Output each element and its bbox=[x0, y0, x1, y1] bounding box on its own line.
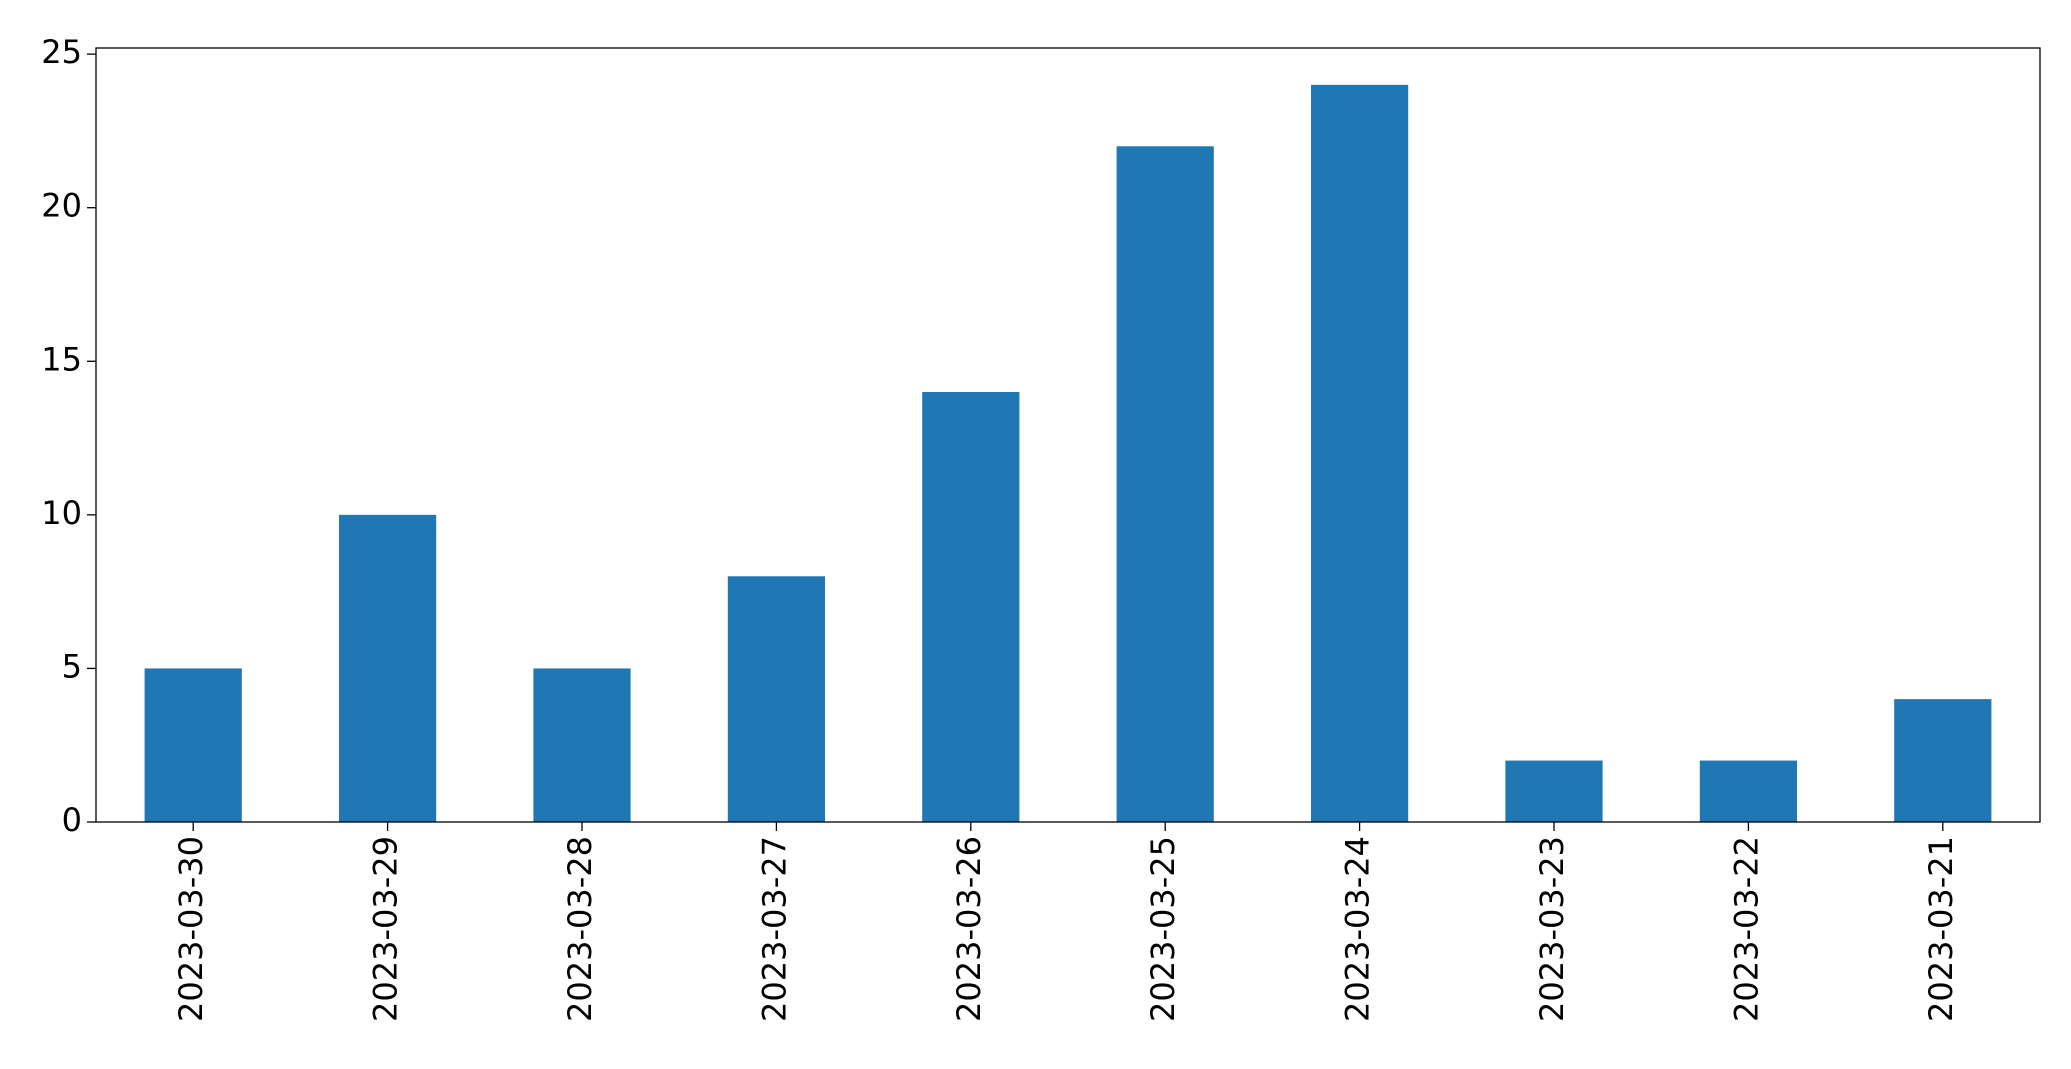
bar bbox=[1311, 84, 1409, 823]
plot-frame bbox=[95, 47, 2041, 823]
x-tick-label: 2023-03-29 bbox=[367, 836, 405, 1022]
x-tick-label: 2023-03-30 bbox=[172, 836, 210, 1022]
bar bbox=[1116, 146, 1214, 823]
y-tick-label: 10 bbox=[41, 494, 82, 532]
bar bbox=[1505, 760, 1603, 822]
x-tick-label: 2023-03-25 bbox=[1144, 836, 1182, 1022]
y-tick-label: 20 bbox=[41, 187, 82, 225]
y-tick-label: 25 bbox=[41, 33, 82, 71]
bar bbox=[533, 668, 631, 822]
x-tick-label: 2023-03-21 bbox=[1922, 836, 1960, 1022]
bar bbox=[727, 576, 825, 822]
y-tick-label: 5 bbox=[62, 647, 82, 685]
bar bbox=[144, 668, 242, 822]
bar bbox=[922, 392, 1020, 822]
bar bbox=[339, 514, 437, 822]
bar bbox=[1894, 699, 1992, 822]
bar bbox=[1699, 760, 1797, 822]
x-tick-label: 2023-03-24 bbox=[1339, 836, 1377, 1022]
y-tick-label: 0 bbox=[62, 801, 82, 839]
x-tick-label: 2023-03-27 bbox=[755, 836, 793, 1022]
y-tick-label: 15 bbox=[41, 340, 82, 378]
x-tick-label: 2023-03-23 bbox=[1533, 836, 1571, 1022]
x-tick-label: 2023-03-28 bbox=[561, 836, 599, 1022]
x-tick-label: 2023-03-22 bbox=[1727, 836, 1765, 1022]
x-tick-label: 2023-03-26 bbox=[950, 836, 988, 1022]
